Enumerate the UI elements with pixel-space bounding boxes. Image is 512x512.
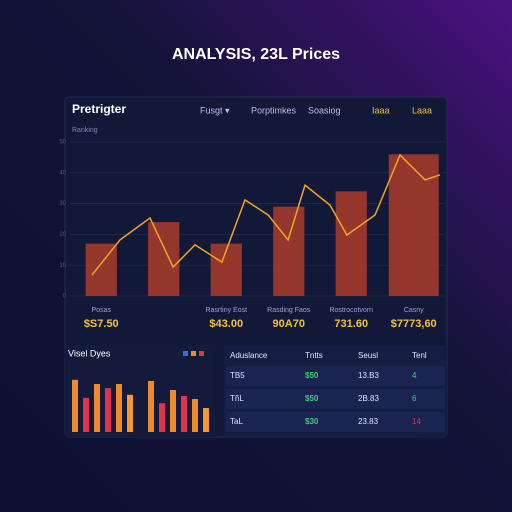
- small-chart-title: Visel Dyes: [68, 348, 111, 358]
- price-label: 90A70: [273, 318, 305, 330]
- y-tick-label: 10: [59, 263, 66, 269]
- table-cell: TaL: [230, 417, 243, 426]
- bar: [116, 384, 122, 432]
- table-cell: $30: [305, 417, 319, 426]
- table-header: Tntts: [305, 351, 323, 360]
- bar: [335, 191, 367, 296]
- table-cell: 6: [412, 394, 417, 403]
- small-chart-panel: [65, 345, 215, 437]
- bar: [148, 381, 154, 432]
- y-tick-label: 40: [59, 170, 66, 176]
- bar: [181, 396, 187, 432]
- table-header: Aduslance: [230, 351, 268, 360]
- bar: [388, 154, 439, 296]
- table-cell: 23.83: [358, 417, 379, 426]
- legend-icon: [191, 351, 196, 356]
- nav-item[interactable]: Iaaa: [372, 105, 390, 115]
- price-label: $S7.50: [84, 318, 119, 330]
- table-header: Tenl: [412, 351, 427, 360]
- bar: [105, 388, 111, 432]
- bar: [94, 384, 100, 432]
- bar: [72, 379, 78, 432]
- y-tick-label: 0: [63, 294, 67, 300]
- table-header: Seusl: [358, 351, 378, 360]
- bar: [148, 222, 180, 296]
- bar: [85, 243, 117, 296]
- x-tick-label: Casny: [404, 307, 424, 314]
- bar: [203, 408, 209, 432]
- table-cell: 13.B3: [358, 371, 379, 380]
- nav-item[interactable]: Porptimkes: [251, 105, 297, 115]
- y-tick-label: 30: [59, 201, 66, 207]
- x-tick-label: Rostrocotvorn: [329, 307, 373, 314]
- bar: [170, 390, 176, 432]
- table-row: [226, 389, 445, 409]
- table-cell: TñL: [230, 394, 244, 403]
- table-cell: $50: [305, 394, 319, 403]
- legend-icon: [183, 351, 188, 356]
- bar: [83, 397, 89, 432]
- table-cell: $50: [305, 371, 319, 380]
- bar: [192, 399, 198, 432]
- table-cell: 4: [412, 371, 417, 380]
- bar: [127, 394, 133, 432]
- panel-title: Pretrigter: [72, 102, 126, 116]
- y-tick-label: 20: [59, 232, 66, 238]
- price-label: 731.60: [334, 318, 368, 330]
- x-tick-label: Rasding Faos: [267, 307, 311, 314]
- table-row: [226, 366, 445, 386]
- table-cell: 2B.83: [358, 394, 379, 403]
- price-label: $43.00: [209, 318, 243, 330]
- legend-icon: [199, 351, 204, 356]
- y-tick-label: 50: [59, 140, 66, 146]
- bar: [159, 403, 165, 432]
- page-title: ANALYSIS, 23L Prices: [172, 46, 340, 63]
- panel-subtitle: Ranking: [72, 127, 98, 134]
- table-cell: 14: [412, 417, 421, 426]
- x-tick-label: Posas: [92, 307, 112, 314]
- bar: [273, 206, 305, 296]
- line: [91, 153, 441, 276]
- table-cell: TB5: [230, 371, 245, 380]
- nav-item[interactable]: Fusgt ▾: [200, 105, 230, 115]
- nav-item[interactable]: Laaa: [412, 105, 432, 115]
- table-row: [226, 412, 445, 432]
- x-tick-label: Rasrtiny Eost: [205, 307, 247, 314]
- price-label: $7773,60: [391, 318, 437, 330]
- nav-item[interactable]: Soasiog: [308, 105, 341, 115]
